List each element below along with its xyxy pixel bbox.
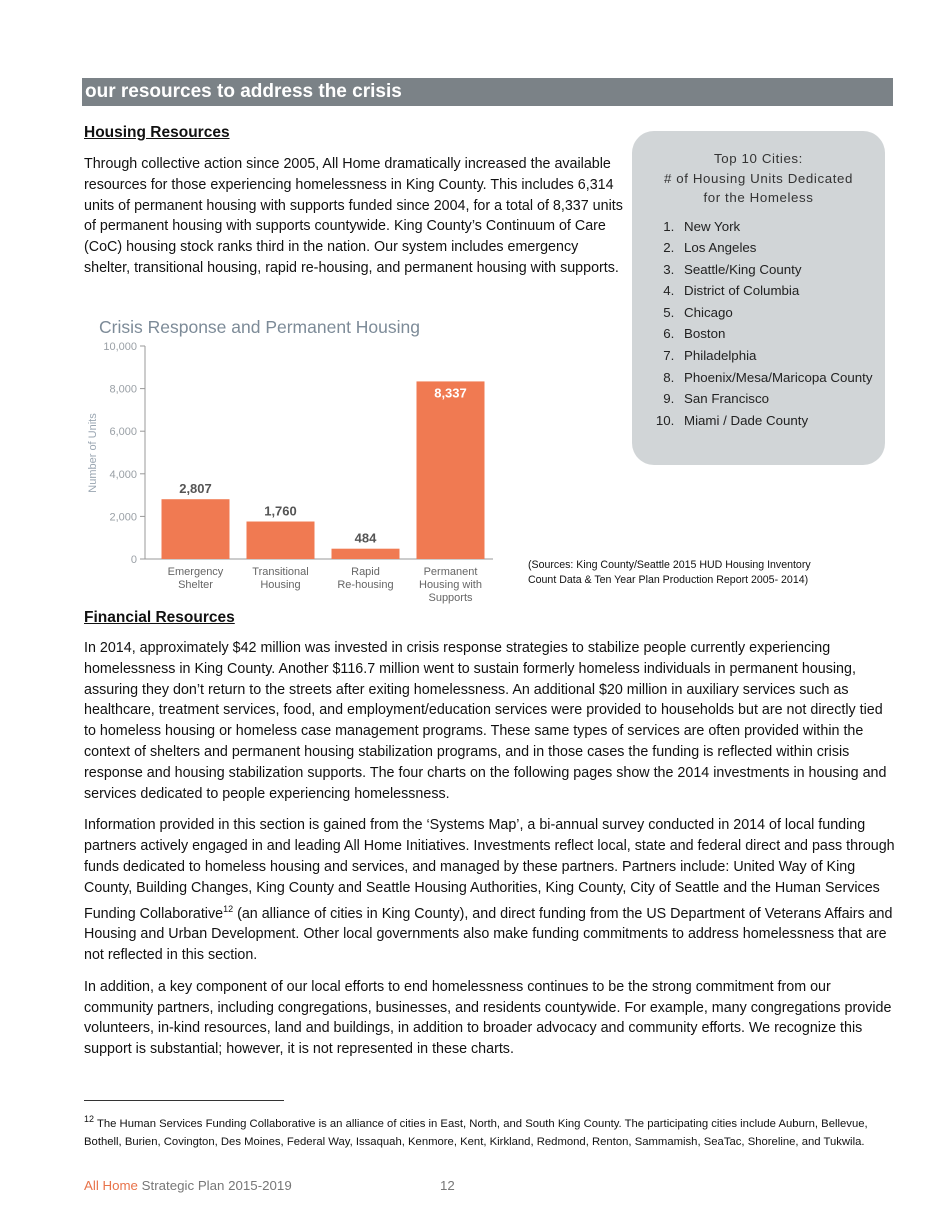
y-axis-label: Number of Units [87, 413, 99, 493]
city: Miami / Dade County [678, 412, 885, 430]
y-tick-label: 0 [131, 554, 137, 566]
city: District of Columbia [678, 282, 885, 300]
footnote-rule [84, 1100, 284, 1101]
footnote-number: 12 [84, 1114, 95, 1124]
sidebar: Top 10 Cities: # of Housing Units Dedica… [632, 131, 885, 465]
city: Boston [678, 325, 885, 343]
x-tick-label: Emergency [168, 566, 224, 578]
city: Seattle/King County [678, 261, 885, 279]
x-tick-label: Transitional [252, 566, 308, 578]
value-label: 8,337 [434, 385, 467, 400]
x-tick-label: Re-housing [337, 579, 393, 591]
heading: Financial Resources [84, 609, 235, 626]
value-label: 484 [355, 531, 377, 546]
footnote: 12 The Human Services Funding Collaborat… [84, 1110, 884, 1152]
city: Phoenix/Mesa/Maricopa County [678, 369, 885, 387]
city-list: New York Los Angeles Seattle/King County Di… [632, 218, 885, 430]
bar [161, 499, 230, 559]
sidebar-title: Top 10 Cities: # of Housing Units Dedica… [632, 149, 885, 208]
text: (an alliance of cities in King County), … [84, 905, 893, 963]
paragraph: In addition, a key component of our loca… [84, 978, 892, 1058]
title-line: for the Homeless [703, 190, 814, 205]
bar [331, 548, 400, 559]
bar [246, 521, 315, 559]
paragraph: Information provided in this section is … [84, 815, 896, 965]
body: In 2014, approximately $42 million was i… [84, 638, 896, 1060]
footnote-text: The Human Services Funding Collaborative… [84, 1117, 868, 1149]
value-label: 1,760 [264, 504, 297, 519]
chart: Crisis Response and Permanent Housing Nu… [87, 317, 493, 604]
x-tick-label: Rapid [351, 566, 380, 578]
footnote-ref: 12 [223, 903, 234, 914]
city: New York [678, 218, 885, 236]
text: Information provided in this section is … [84, 817, 895, 922]
paragraph: Through collective action since 2005, Al… [84, 156, 623, 276]
y-tick-label: 6,000 [109, 426, 137, 438]
source-note: (Sources: King County/Seattle 2015 HUD H… [528, 559, 811, 586]
value-label: 2,807 [179, 481, 212, 496]
y-tick-label: 8,000 [109, 384, 137, 396]
city: Philadelphia [678, 347, 885, 365]
x-tick-label: Shelter [178, 579, 213, 591]
chart-title: Crisis Response and Permanent Housing [99, 317, 420, 337]
city: Los Angeles [678, 239, 885, 257]
x-tick-label: Supports [428, 592, 473, 604]
footer-title: Strategic Plan 2015-2019 [137, 1178, 292, 1193]
city: San Francisco [678, 390, 885, 408]
x-tick-label: Housing with [419, 579, 482, 591]
heading: Housing Resources [84, 124, 230, 141]
y-tick-label: 2,000 [109, 511, 137, 523]
city: Chicago [678, 304, 885, 322]
title-line: # of Housing Units Dedicated [663, 170, 854, 186]
footer: All Home Strategic Plan 2015-2019 [84, 1178, 292, 1193]
title-line: Top 10 Cities: [714, 151, 803, 166]
y-tick-label: 10,000 [103, 341, 137, 353]
brand: All Home [84, 1178, 138, 1193]
x-tick-label: Housing [260, 579, 300, 591]
page-number: 12 [440, 1178, 455, 1193]
bar [416, 381, 485, 559]
x-tick-label: Permanent [424, 566, 478, 578]
section-header: our resources to address the crisis [82, 78, 893, 106]
y-tick-label: 4,000 [109, 469, 137, 481]
paragraph: In 2014, approximately $42 million was i… [84, 640, 887, 802]
